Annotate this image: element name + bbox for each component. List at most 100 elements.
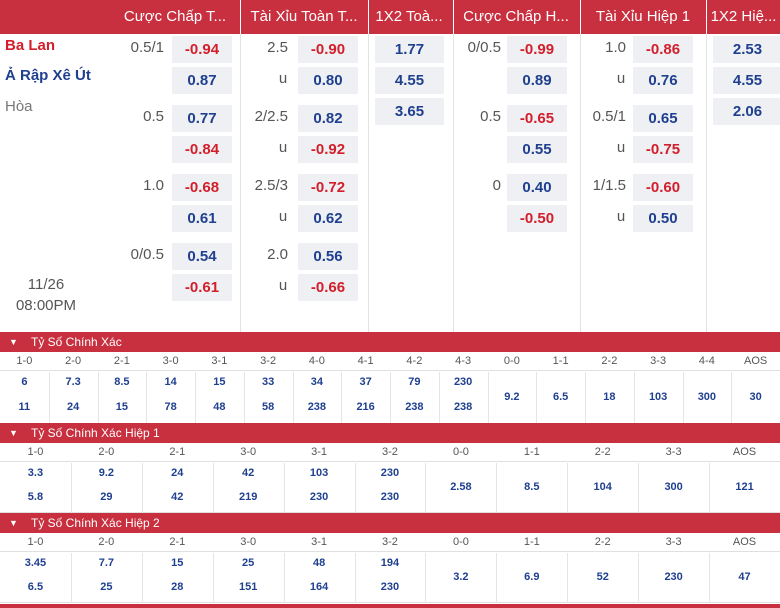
score-odds-cell[interactable]: 8.5 15	[98, 372, 147, 424]
score-odd-single[interactable]: 121	[735, 481, 754, 493]
half-1x2-odd[interactable]: 4.55	[713, 67, 780, 94]
section-header[interactable]: ▼ Tỷ Số Chính Xác Hiệp 2	[0, 513, 780, 533]
header-handicap-half[interactable]: Cược Chấp H...	[463, 8, 569, 25]
score-odd-top[interactable]: 37	[359, 376, 372, 388]
score-odds-cell[interactable]: 6 11	[0, 372, 49, 424]
score-odds-cell[interactable]: 300	[683, 372, 732, 424]
score-odds-cell[interactable]: 121	[709, 463, 780, 513]
half-over-odd[interactable]: 0.65	[633, 105, 693, 132]
score-odds-cell[interactable]: 2.58	[425, 463, 496, 513]
score-odds-cell[interactable]: 7.7 25	[71, 553, 142, 603]
score-odd-single[interactable]: 47	[738, 571, 751, 583]
score-odd-top[interactable]: 7.3	[65, 376, 81, 388]
half-1x2-odd[interactable]: 2.06	[713, 98, 780, 125]
score-odds-cell[interactable]: 6.9	[496, 553, 567, 603]
score-odd-top[interactable]: 79	[408, 376, 421, 388]
score-odd-bottom[interactable]: 230	[380, 491, 400, 503]
score-odds-cell[interactable]: 104	[567, 463, 638, 513]
score-odd-bottom[interactable]: 48	[213, 401, 226, 413]
header-overunder-full[interactable]: Tài Xỉu Toàn T...	[250, 8, 358, 25]
score-odd-bottom[interactable]: 216	[356, 401, 375, 413]
header-overunder-half[interactable]: Tài Xỉu Hiệp 1	[595, 8, 691, 25]
score-odds-cell[interactable]: 48 164	[284, 553, 355, 603]
score-odd-top[interactable]: 3.3	[27, 467, 44, 479]
score-odd-top[interactable]: 34	[310, 376, 323, 388]
full-1x2-odd[interactable]: 4.55	[375, 67, 444, 94]
score-odds-cell[interactable]: 103	[634, 372, 683, 424]
half-handicap-odd[interactable]: -0.99	[507, 36, 567, 63]
score-odd-top[interactable]: 103	[309, 467, 329, 479]
score-odd-single[interactable]: 6.5	[552, 391, 569, 403]
full-handicap-odd[interactable]: 0.61	[172, 205, 232, 232]
half-over-odd[interactable]: -0.60	[633, 174, 693, 201]
score-odds-cell[interactable]: 30	[731, 372, 780, 424]
score-odds-cell[interactable]: 47	[709, 553, 780, 603]
score-odd-top[interactable]: 7.7	[98, 557, 114, 569]
score-odds-cell[interactable]: 3.45 6.5	[0, 553, 71, 603]
score-odd-top[interactable]: 230	[380, 467, 400, 479]
score-odds-cell[interactable]: 7.3 24	[49, 372, 98, 424]
half-under-odd[interactable]: -0.75	[633, 136, 693, 163]
score-odds-cell[interactable]: 15 28	[142, 553, 213, 603]
half-handicap-odd[interactable]: 0.55	[507, 136, 567, 163]
score-odds-cell[interactable]: 52	[567, 553, 638, 603]
score-odds-cell[interactable]: 34 238	[293, 372, 342, 424]
score-odds-cell[interactable]: 33 58	[244, 372, 293, 424]
half-handicap-odd[interactable]: 0.89	[507, 67, 567, 94]
header-handicap-full[interactable]: Cược Chấp T...	[123, 8, 227, 25]
score-odds-cell[interactable]: 18	[585, 372, 634, 424]
score-odd-single[interactable]: 230	[664, 571, 683, 583]
half-under-odd[interactable]: 0.50	[633, 205, 693, 232]
score-odd-bottom[interactable]: 238	[307, 401, 327, 413]
score-odd-single[interactable]: 18	[603, 391, 616, 403]
score-odd-top[interactable]: 9.2	[98, 467, 114, 479]
score-odd-bottom[interactable]: 28	[171, 581, 184, 593]
score-odd-top[interactable]: 8.5	[114, 376, 130, 388]
score-odd-bottom[interactable]: 24	[67, 401, 80, 413]
half-under-odd[interactable]: 0.76	[633, 67, 693, 94]
score-odd-bottom[interactable]: 78	[164, 401, 177, 413]
score-odd-single[interactable]: 52	[596, 571, 609, 583]
score-odd-bottom[interactable]: 219	[238, 491, 258, 503]
section-header[interactable]: ▼ Tỷ Số Chính Xác	[0, 332, 780, 352]
header-1x2-full[interactable]: 1X2 Toà...	[375, 8, 443, 25]
score-odd-top[interactable]: 194	[380, 557, 400, 569]
section-header[interactable]: ▼ Tỷ Số Chính Xác Hiệp 1	[0, 423, 780, 443]
score-odds-cell[interactable]: 8.5	[496, 463, 567, 513]
score-odd-bottom[interactable]: 151	[238, 581, 258, 593]
half-handicap-odd[interactable]: -0.65	[507, 105, 567, 132]
full-handicap-odd[interactable]: 0.87	[172, 67, 232, 94]
score-odd-top[interactable]: 15	[213, 376, 226, 388]
triangle-down-icon[interactable]: ▼	[9, 428, 18, 438]
half-1x2-odd[interactable]: 2.53	[713, 36, 780, 63]
score-odd-single[interactable]: 104	[593, 481, 612, 493]
score-odd-top[interactable]: 33	[262, 376, 275, 388]
score-odds-cell[interactable]: 14 78	[146, 372, 195, 424]
score-odds-cell[interactable]: 3.3 5.8	[0, 463, 71, 513]
score-odds-cell[interactable]: 9.2 29	[71, 463, 142, 513]
score-odd-bottom[interactable]: 5.8	[27, 491, 44, 503]
score-odd-bottom[interactable]: 25	[100, 581, 113, 593]
score-odds-cell[interactable]: 24 42	[142, 463, 213, 513]
score-odd-top[interactable]: 14	[164, 376, 177, 388]
full-under-odd[interactable]: -0.92	[298, 136, 358, 163]
score-odd-single[interactable]: 30	[749, 391, 762, 403]
score-odd-bottom[interactable]: 58	[262, 401, 275, 413]
score-odd-top[interactable]: 24	[171, 467, 184, 479]
score-odds-cell[interactable]: 194 230	[355, 553, 426, 603]
score-odd-top[interactable]: 15	[171, 557, 184, 569]
full-under-odd[interactable]: -0.66	[298, 274, 358, 301]
score-odd-bottom[interactable]: 29	[100, 491, 113, 503]
score-odd-bottom[interactable]: 11	[18, 401, 31, 413]
full-1x2-odd[interactable]: 1.77	[375, 36, 444, 63]
full-over-odd[interactable]: 0.56	[298, 243, 358, 270]
score-odds-cell[interactable]: 3.2	[425, 553, 496, 603]
score-odd-top[interactable]: 48	[312, 557, 326, 569]
score-odd-bottom[interactable]: 6.5	[27, 581, 44, 593]
score-odd-top[interactable]: 25	[242, 557, 255, 569]
score-odds-cell[interactable]: 6.5	[536, 372, 585, 424]
score-odd-single[interactable]: 300	[697, 391, 717, 403]
score-odd-bottom[interactable]: 164	[309, 581, 329, 593]
full-over-odd[interactable]: 0.82	[298, 105, 358, 132]
score-odd-bottom[interactable]: 15	[115, 401, 128, 413]
